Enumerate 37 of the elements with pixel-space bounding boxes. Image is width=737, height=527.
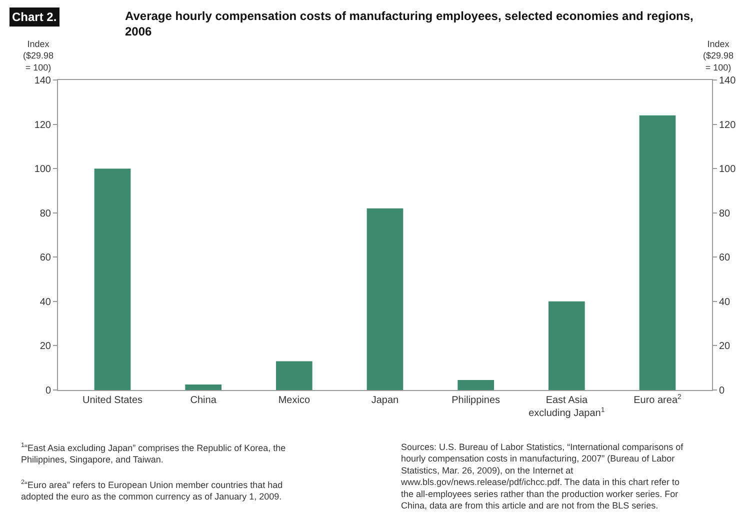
y-tick-label: 80 <box>40 208 52 220</box>
y2-tick-label: 0 <box>719 386 725 396</box>
bar <box>639 115 676 390</box>
y-tick-label: 60 <box>40 252 52 264</box>
x-tick-label: East Asia excluding Japan$^{1}$ <box>528 395 605 419</box>
text: $^{1}$“East Asia excluding Japan” comprises the Republic of Korea, the Philippines, Singapore, and Taiwan. <box>21 442 286 464</box>
y-axis-title: Index ($29.98 = 100) <box>23 39 54 72</box>
y2-tick-label: 60 <box>719 252 731 264</box>
chart-title: Average hourly compensation costs of manufacturing employees, selected economies and regions, 2006 <box>125 9 694 39</box>
x-tick-label: Mexico <box>278 395 310 406</box>
bar <box>366 208 404 390</box>
y-tick-label: 20 <box>40 341 52 352</box>
y2-tick-label: 140 <box>719 76 736 86</box>
y-tick-label: 100 <box>34 164 52 176</box>
text: $^{2}$“Euro area” refers to European Union member countries that had adopted the euro as the common currency as of January 1, 2009. <box>21 479 283 502</box>
x-tick-label: United States <box>82 395 143 406</box>
x-tick-label: Euro area$^{2}$ <box>634 394 682 406</box>
bar <box>185 384 222 390</box>
y-tick-label: 120 <box>34 120 52 131</box>
x-tick-label: Philippines <box>452 395 500 406</box>
bar <box>276 361 312 390</box>
y-tick-label: 140 <box>34 76 52 86</box>
x-tick-label: Japan <box>371 395 399 406</box>
bar <box>94 168 131 390</box>
y-tick-label: 0 <box>45 386 52 396</box>
y2-tick-label: 120 <box>719 120 736 131</box>
y2-tick-label: 40 <box>719 296 731 308</box>
source-note: Sources: U.S. Bureau of Labor Statistics, “International comparisons of hourly compensation costs in manufacturing, 2007” (Bureau of Labor Statistics, Mar. 26, 2009), on the Internet at www.bls.gov/news.release/pdf/ichcc.pdf. The data in this chart refer to the all-employees series rather than the production worker series. For China, data are from this article and are not from the BLS series. <box>400 442 684 510</box>
y2-axis-title: Index ($29.98 = 100) <box>703 39 734 72</box>
y2-tick-label: 80 <box>719 208 731 220</box>
y2-tick-label: 20 <box>719 341 731 352</box>
bar <box>458 380 494 390</box>
y2-tick-label: 100 <box>719 164 736 176</box>
x-tick-label: China <box>190 395 217 406</box>
caption: Chart 2. <box>12 10 57 24</box>
y-tick-label: 40 <box>40 296 52 308</box>
bar <box>548 301 585 390</box>
